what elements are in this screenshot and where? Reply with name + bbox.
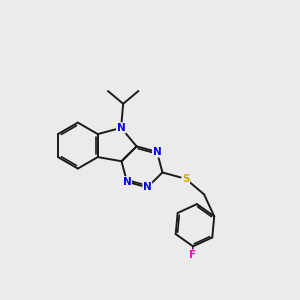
Text: F: F — [189, 250, 196, 260]
Text: N: N — [153, 147, 161, 157]
Text: S: S — [182, 174, 190, 184]
Text: N: N — [117, 123, 125, 133]
Text: N: N — [122, 177, 131, 187]
Text: N: N — [143, 182, 152, 192]
